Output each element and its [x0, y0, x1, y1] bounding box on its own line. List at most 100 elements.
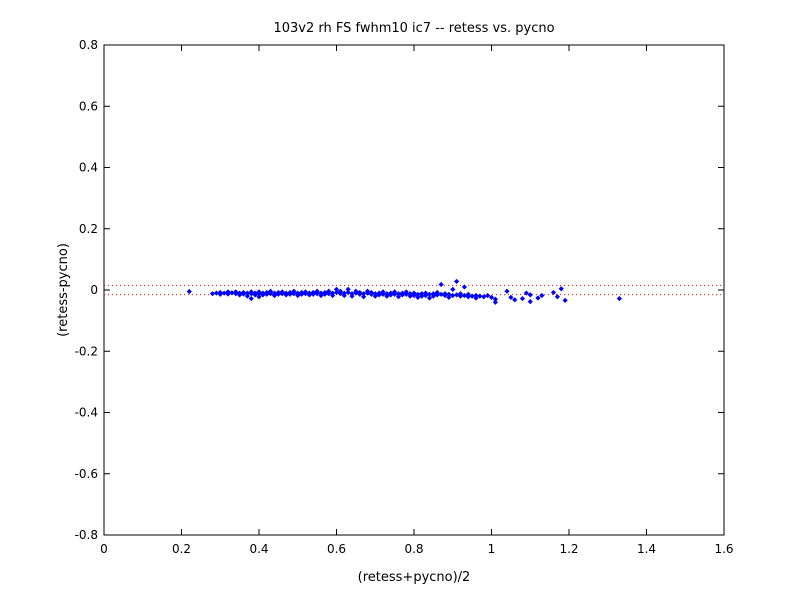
data-point	[461, 292, 467, 299]
y-axis-label: (retess-pycno)	[56, 243, 71, 337]
data-point	[388, 292, 394, 298]
data-point	[330, 292, 336, 299]
data-point	[279, 289, 285, 295]
data-point	[256, 294, 262, 300]
data-point	[310, 291, 316, 297]
data-point	[353, 288, 359, 294]
data-point	[248, 295, 254, 302]
data-point	[213, 290, 219, 296]
data-point	[345, 286, 351, 292]
x-tick-label: 1.6	[714, 542, 733, 556]
data-point	[244, 290, 250, 296]
plot-area: 0 0.2 0.4 0.6 0.8 1 1.2 1.4 1.6 -0.8 -0.6 -0.4 -0.2 0…	[75, 38, 734, 556]
data-point	[450, 292, 456, 299]
data-point	[473, 295, 479, 301]
data-point	[492, 299, 498, 305]
data-point	[384, 293, 390, 299]
data-point	[454, 292, 460, 298]
data-point	[333, 289, 340, 296]
data-point	[357, 289, 363, 296]
data-point	[504, 288, 510, 294]
data-point	[221, 290, 227, 296]
data-point	[268, 288, 274, 294]
y-tick-label: 0.8	[79, 38, 98, 52]
data-point	[539, 292, 545, 299]
x-tick-label: 1.4	[637, 542, 656, 556]
data-point	[492, 296, 498, 302]
x-tick-label: 0	[100, 542, 108, 556]
data-point	[341, 292, 347, 299]
data-point	[535, 295, 541, 301]
data-point	[326, 288, 332, 294]
axes-box	[103, 44, 725, 536]
data-point	[446, 294, 452, 300]
data-point	[411, 292, 417, 299]
data-point	[318, 292, 324, 299]
data-point	[426, 295, 433, 301]
data-point	[442, 291, 448, 297]
data-point	[237, 292, 243, 298]
data-point	[361, 291, 367, 297]
reference-lines	[104, 284, 724, 296]
y-tick-label: 0.2	[79, 222, 98, 236]
data-point	[314, 288, 320, 294]
data-point	[550, 289, 557, 296]
data-point	[488, 294, 495, 300]
data-point	[558, 286, 564, 292]
data-point	[291, 288, 297, 294]
data-point	[527, 299, 533, 305]
data-point	[415, 291, 421, 297]
data-point	[306, 292, 312, 298]
data-point	[395, 291, 402, 297]
data-point	[454, 278, 460, 285]
data-point	[477, 293, 483, 299]
data-point	[562, 297, 568, 304]
data-point	[271, 292, 278, 299]
axis-ticks: 0 0.2 0.4 0.6 0.8 1 1.2 1.4 1.6 -0.8 -0.6 -0.4 -0.2 0…	[75, 38, 734, 556]
data-point	[368, 289, 374, 296]
data-point	[229, 290, 235, 296]
data-point	[337, 288, 343, 294]
chart-title: 103v2 rh FS fwhm10 ic7 -- retess vs. pyc…	[273, 21, 554, 36]
y-tick-label: -0.8	[75, 528, 98, 542]
data-point	[275, 291, 281, 297]
data-point	[244, 293, 250, 299]
data-point	[519, 295, 526, 302]
data-point	[376, 292, 382, 298]
data-point	[252, 292, 258, 298]
x-tick-label: 0.6	[327, 542, 346, 556]
y-tick-label: 0.4	[79, 161, 98, 175]
data-point	[426, 291, 433, 297]
data-point	[481, 294, 487, 300]
data-point	[485, 292, 491, 299]
x-tick-label: 0.4	[249, 542, 268, 556]
data-point	[438, 291, 444, 297]
data-point	[461, 284, 467, 290]
data-point	[380, 289, 386, 295]
x-tick-label: 1.2	[559, 542, 578, 556]
data-point	[256, 289, 262, 295]
x-tick-label: 0.2	[172, 542, 191, 556]
data-point	[345, 289, 351, 296]
x-tick-label: 1	[488, 542, 496, 556]
data-point	[283, 292, 289, 298]
data-point	[287, 291, 293, 297]
data-point	[403, 289, 409, 295]
data-point	[434, 289, 440, 296]
data-point	[512, 297, 518, 303]
data-point	[508, 294, 514, 300]
data-point	[399, 292, 405, 298]
data-point	[446, 291, 452, 297]
data-point	[322, 291, 328, 297]
x-tick-label: 0.8	[404, 542, 423, 556]
data-point	[299, 291, 305, 297]
data-points	[186, 278, 622, 305]
data-point	[554, 294, 560, 300]
data-point	[465, 291, 471, 297]
y-tick-label: -0.6	[75, 467, 98, 481]
data-point	[260, 292, 266, 298]
data-point	[395, 294, 402, 300]
y-tick-label: 0.6	[79, 99, 98, 113]
y-tick-label: -0.4	[75, 406, 98, 420]
